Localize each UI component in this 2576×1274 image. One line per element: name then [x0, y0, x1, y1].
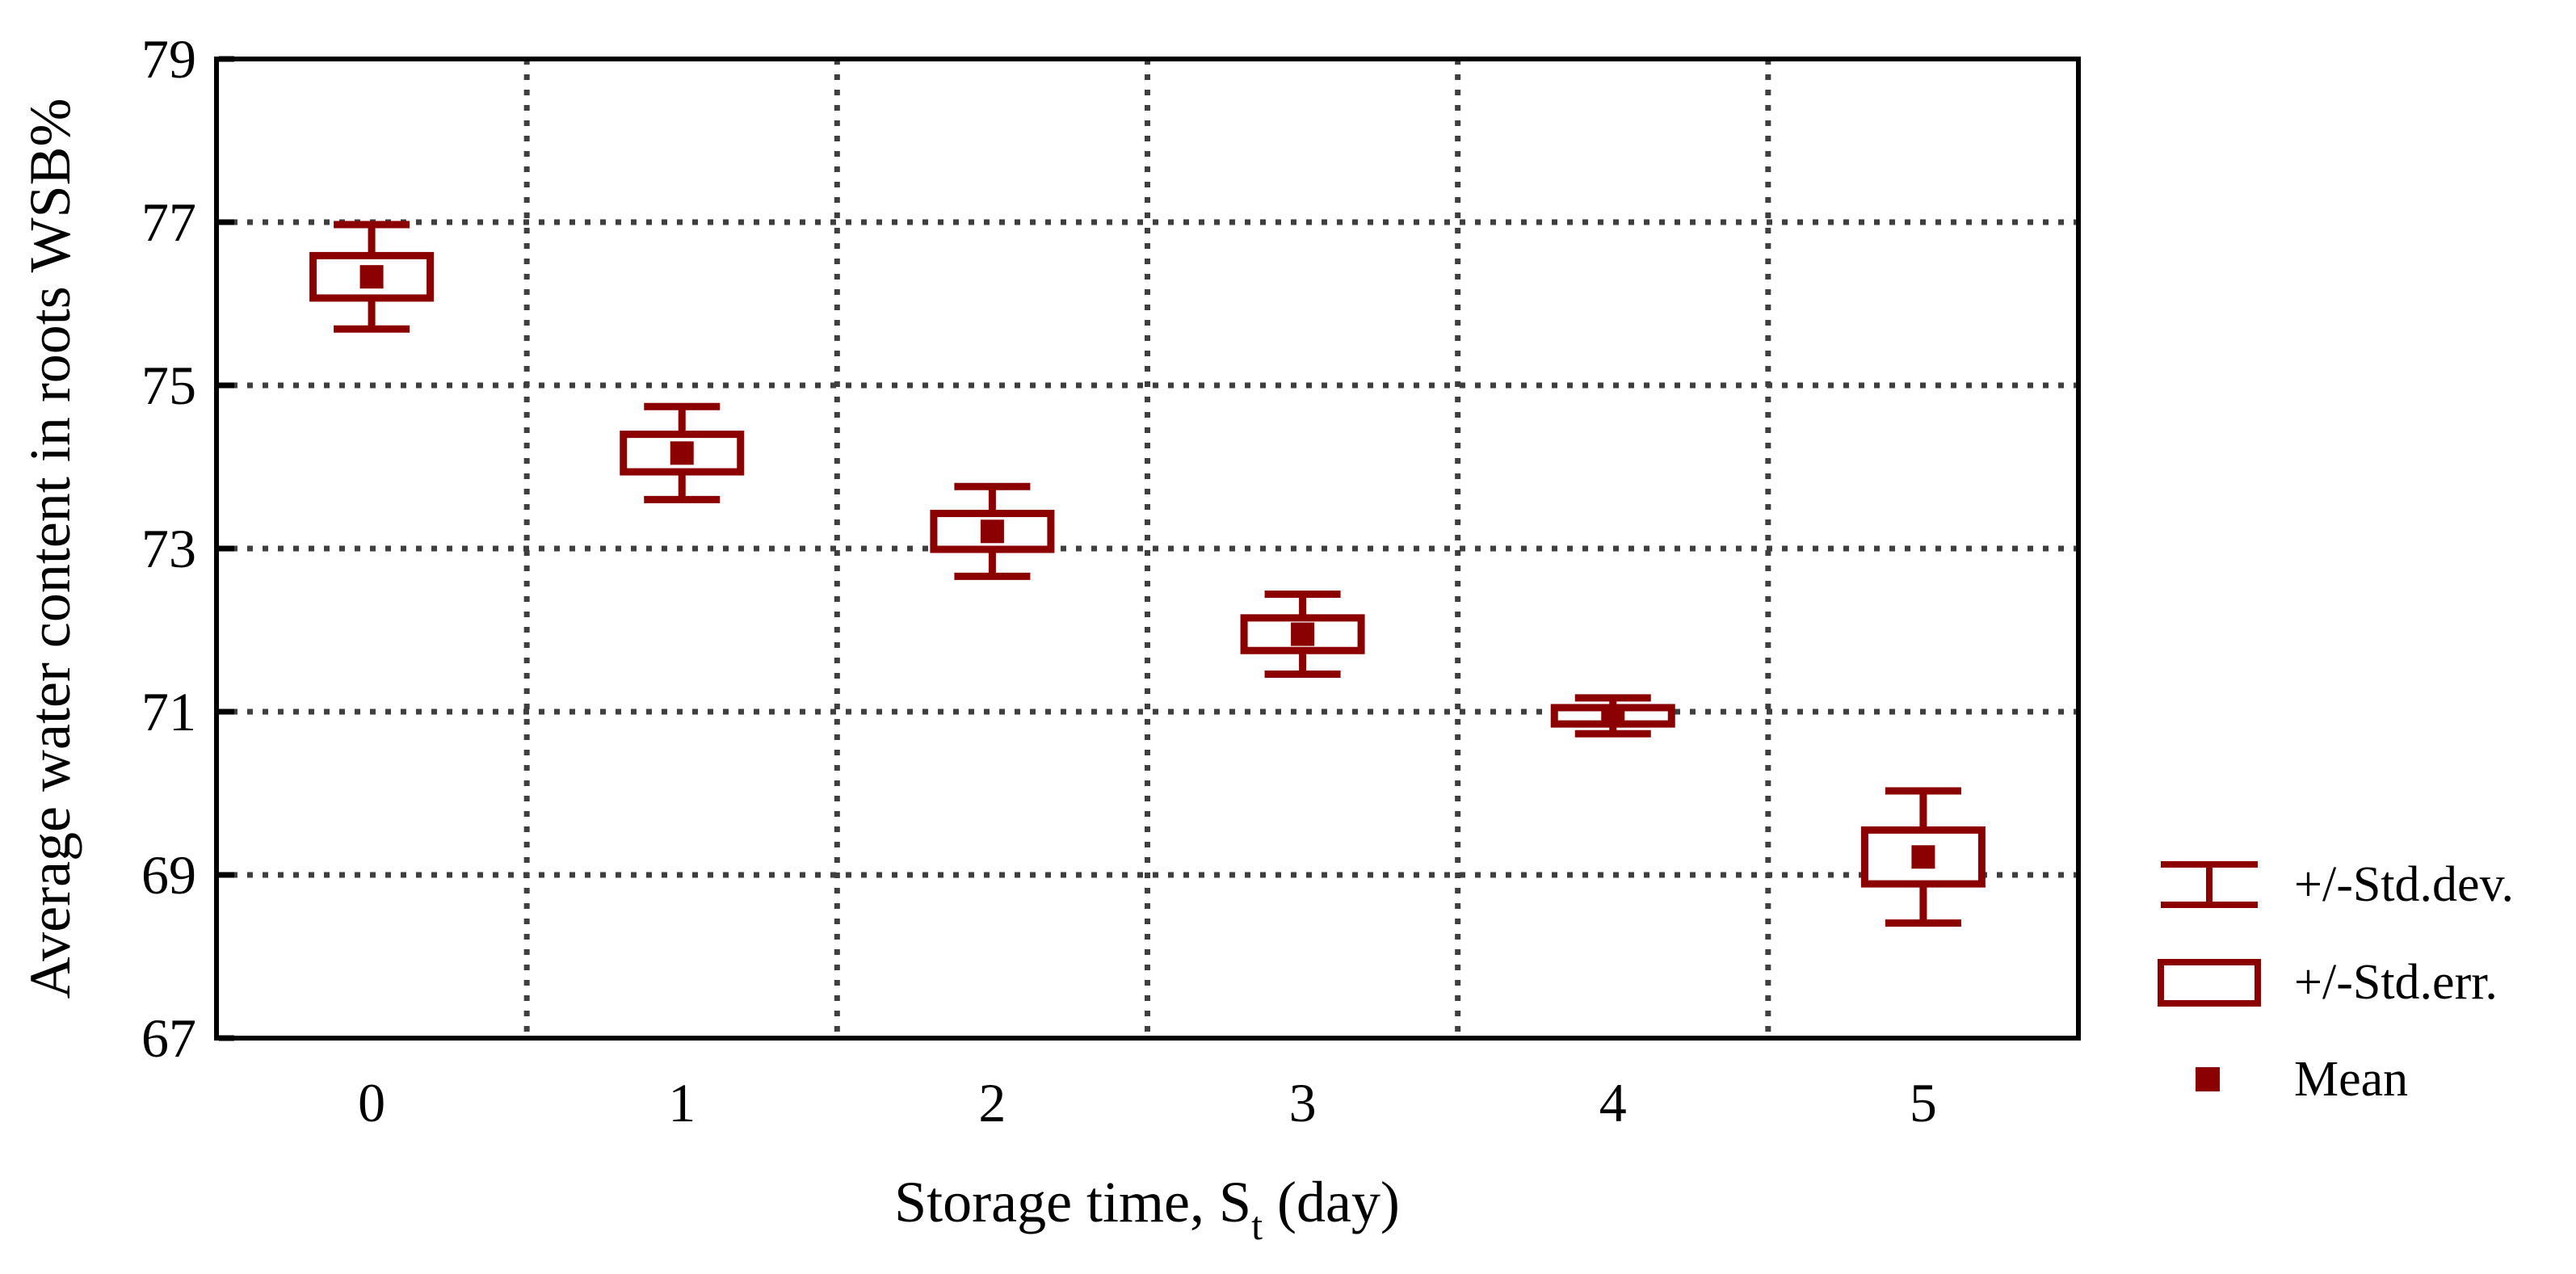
mean-marker [359, 265, 384, 289]
axis-ticks [219, 56, 234, 1041]
y-tick-label: 67 [141, 1007, 196, 1069]
box-whisker-group [930, 482, 1055, 580]
x-axis-title-suffix: (day) [1263, 1170, 1400, 1234]
box-whisker-group [1550, 694, 1675, 738]
x-tick-label: 0 [358, 1072, 385, 1133]
y-tick-label: 69 [141, 844, 196, 906]
mean-marker [1601, 704, 1625, 728]
legend-std-err-symbol [2158, 959, 2261, 1007]
x-axis-title-subscript: t [1251, 1203, 1263, 1248]
x-tick-label: 5 [1910, 1072, 1937, 1133]
y-tick-labels: 79 77 75 73 71 69 67 [141, 28, 196, 1069]
x-tick-label: 3 [1289, 1072, 1317, 1133]
x-axis-title-prefix: Storage time, S [894, 1170, 1251, 1234]
legend: +/-Std.dev. +/-Std.err. Mean [2158, 857, 2514, 1107]
series-boxes [309, 221, 1986, 927]
mean-marker [980, 519, 1004, 544]
y-axis-title: Average water content in roots WSB% [18, 98, 82, 999]
box-whisker-group [309, 221, 435, 333]
mean-marker [1911, 845, 1935, 869]
x-tick-labels: 0 1 2 3 4 5 [358, 1072, 1937, 1133]
mean-marker [670, 441, 694, 465]
x-tick-label: 4 [1599, 1072, 1627, 1133]
legend-symbols [2158, 861, 2261, 1091]
std-err-box [1860, 826, 1986, 888]
legend-label-std-err: +/-Std.err. [2294, 955, 2498, 1010]
mean-marker [1291, 622, 1315, 646]
legend-mean-symbol [2196, 1067, 2220, 1091]
legend-label-mean: Mean [2294, 1052, 2408, 1107]
y-tick-label: 77 [141, 191, 196, 253]
legend-label-std-dev: +/-Std.dev. [2294, 857, 2514, 912]
y-tick-label: 73 [141, 518, 196, 579]
box-whisker-group [1860, 787, 1986, 927]
y-tick-label: 79 [141, 28, 196, 90]
y-tick-label: 71 [141, 681, 196, 742]
gridlines [216, 59, 2078, 1038]
plot-border [214, 57, 2081, 1041]
box-whisker-group [1240, 591, 1365, 679]
y-tick-label: 75 [141, 355, 196, 416]
x-axis-title: Storage time, St (day) [894, 1170, 1400, 1248]
x-tick-label: 1 [668, 1072, 695, 1133]
box-whisker-group [620, 402, 745, 503]
x-tick-label: 2 [978, 1072, 1006, 1133]
